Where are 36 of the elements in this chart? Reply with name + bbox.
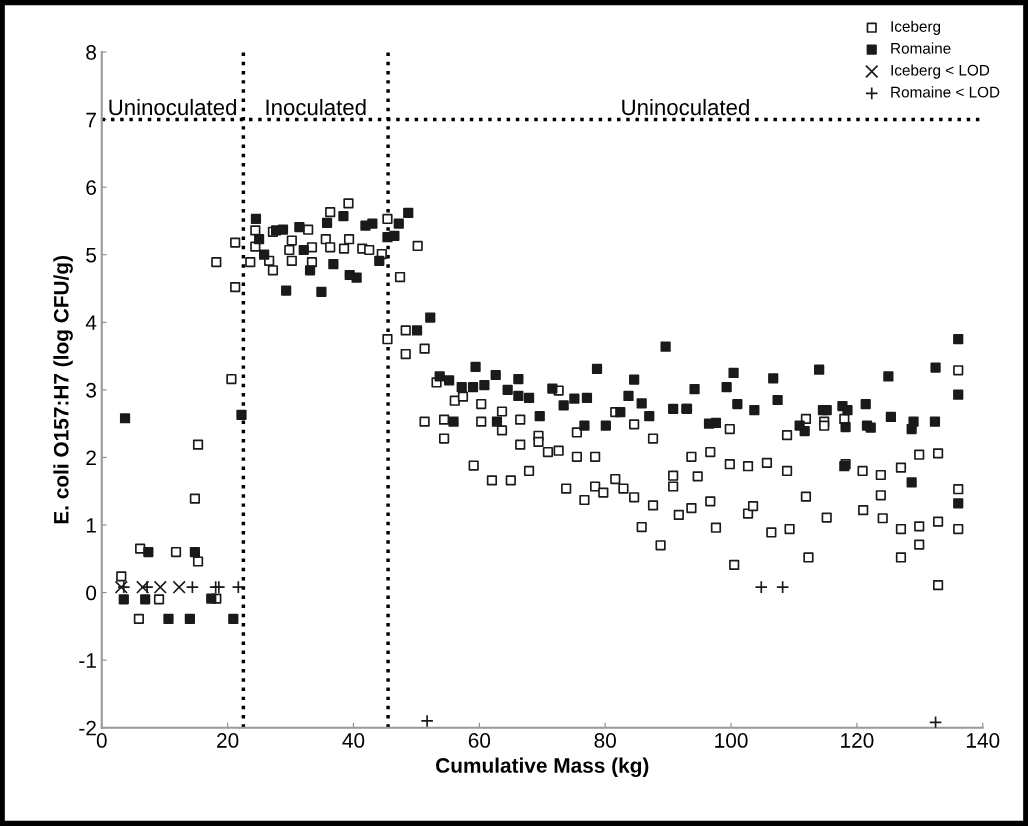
point (136, 580, 150, 594)
y-tick-label: -1 (79, 653, 96, 668)
annotation: Inoculated (266, 98, 366, 116)
y-tick-label: 6 (86, 180, 96, 195)
x-tick-label: 140 (966, 733, 1000, 748)
y-axis-title: E. coli O157:H7 (log CFU/g) (53, 256, 73, 524)
y-tick-label: 0 (86, 585, 97, 601)
x-tick-label: 120 (841, 733, 874, 748)
y-tick-label: 4 (85, 315, 97, 330)
x-tick-label: 40 (342, 733, 365, 748)
x-axis-title: Cumulative Mass (kg) (436, 757, 649, 778)
legend-label: Romaine < LOD (891, 86, 1000, 98)
point (928, 715, 943, 728)
point (231, 580, 245, 594)
y-tick-label: 3 (86, 382, 96, 398)
y-tick-label: 1 (86, 518, 96, 533)
point (754, 580, 768, 594)
annotation: Uninoculated (622, 98, 749, 116)
legend-label: Iceberg (891, 20, 941, 35)
x-tick-label: 0 (96, 733, 107, 748)
legend-label: Iceberg < LOD (891, 64, 990, 79)
point (776, 580, 790, 594)
y-tick-label: -2 (79, 720, 96, 736)
y-tick-label: 5 (86, 247, 97, 263)
point (153, 580, 167, 594)
x-tick-label: 60 (468, 733, 491, 748)
annotation: Uninoculated (109, 98, 236, 116)
point (172, 580, 186, 594)
x-tick-label: 80 (594, 733, 616, 748)
legend-label: Romaine (891, 42, 951, 54)
y-tick-label: 8 (86, 45, 97, 60)
point (185, 580, 200, 594)
x-tick-label: 20 (217, 733, 239, 748)
x-tick-label: 100 (715, 733, 748, 748)
y-tick-label: 7 (86, 112, 96, 128)
y-tick-label: 2 (86, 450, 96, 465)
